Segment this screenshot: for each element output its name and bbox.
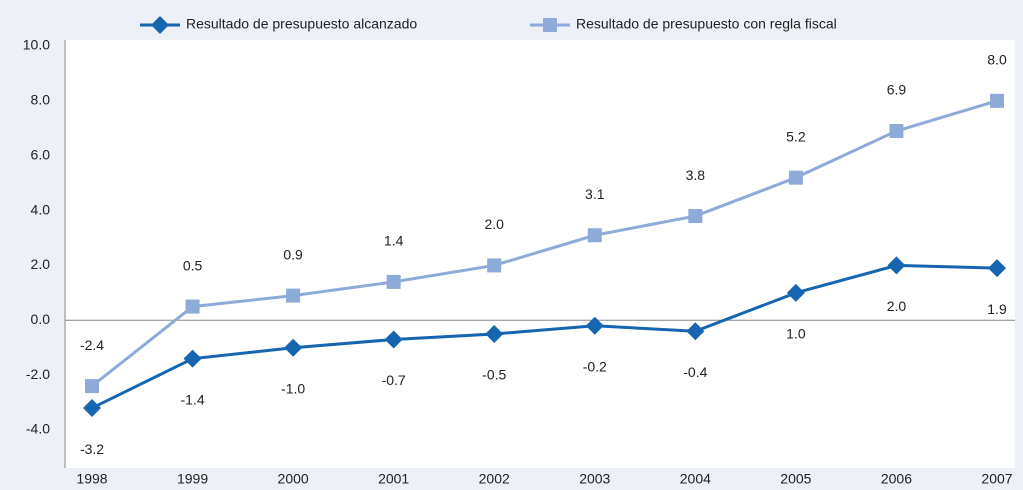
data-label: 1.0 <box>786 326 806 342</box>
x-tick-label: 1999 <box>177 471 208 487</box>
data-point <box>183 349 202 368</box>
data-label: 0.9 <box>283 246 303 262</box>
y-tick-label: 0.0 <box>31 311 51 327</box>
data-point <box>286 288 301 303</box>
data-point <box>786 283 805 302</box>
series-line <box>91 99 998 388</box>
data-point <box>688 209 703 224</box>
data-point <box>83 399 101 418</box>
data-label: -0.7 <box>382 372 406 388</box>
y-tick-label: 4.0 <box>31 201 51 217</box>
data-label: -0.4 <box>683 364 707 380</box>
legend-marker <box>151 16 169 34</box>
data-label: 2.0 <box>484 216 504 232</box>
data-point <box>889 124 904 139</box>
y-tick-label: 6.0 <box>31 146 51 162</box>
data-label: 5.2 <box>786 128 806 144</box>
data-point <box>386 274 401 289</box>
y-tick-label: 10.0 <box>23 37 50 53</box>
legend-label: Resultado de presupuesto alcanzado <box>186 16 417 32</box>
x-tick-label: 2002 <box>479 471 510 487</box>
data-point <box>284 338 303 357</box>
data-point <box>988 259 1006 278</box>
data-label: -1.0 <box>281 380 305 396</box>
series-line <box>91 263 998 410</box>
data-point <box>788 170 803 185</box>
x-tick-label: 1998 <box>76 471 107 487</box>
data-label: 8.0 <box>987 52 1007 68</box>
data-label: 3.8 <box>686 167 706 183</box>
data-point <box>887 256 906 275</box>
x-tick-label: 2004 <box>680 471 711 487</box>
x-tick-label: 2006 <box>881 471 912 487</box>
y-tick-label: -4.0 <box>26 421 50 437</box>
data-point <box>587 228 602 243</box>
data-point <box>990 93 1004 108</box>
data-label: -2.4 <box>80 337 104 353</box>
data-point <box>485 325 504 343</box>
x-tick-label: 2000 <box>278 471 309 487</box>
data-label: 1.9 <box>987 301 1007 317</box>
data-point <box>487 258 502 273</box>
y-tick-label: 2.0 <box>31 256 51 272</box>
y-tick-label: -2.0 <box>26 366 50 382</box>
legend-label: Resultado de presupuesto con regla fisca… <box>576 16 837 32</box>
data-point <box>85 379 99 394</box>
data-label: 6.9 <box>887 82 907 98</box>
data-point <box>686 322 705 341</box>
data-point <box>185 299 200 314</box>
data-point <box>585 316 604 335</box>
legend-marker <box>543 18 557 32</box>
x-tick-label: 2001 <box>378 471 409 487</box>
data-point <box>384 330 403 349</box>
data-label: 1.4 <box>384 233 404 249</box>
x-tick-label: 2003 <box>579 471 610 487</box>
data-label: -3.2 <box>80 441 104 457</box>
x-tick-label: 2005 <box>780 471 811 487</box>
data-label: 0.5 <box>183 257 203 273</box>
y-tick-label: 8.0 <box>31 92 51 108</box>
data-label: 2.0 <box>887 298 907 314</box>
plot-area <box>65 40 1015 468</box>
data-label: -1.4 <box>180 391 204 407</box>
x-tick-label: 2007 <box>981 471 1012 487</box>
data-label: -0.2 <box>583 358 607 374</box>
data-label: -0.5 <box>482 367 506 383</box>
data-label: 3.1 <box>585 186 605 202</box>
